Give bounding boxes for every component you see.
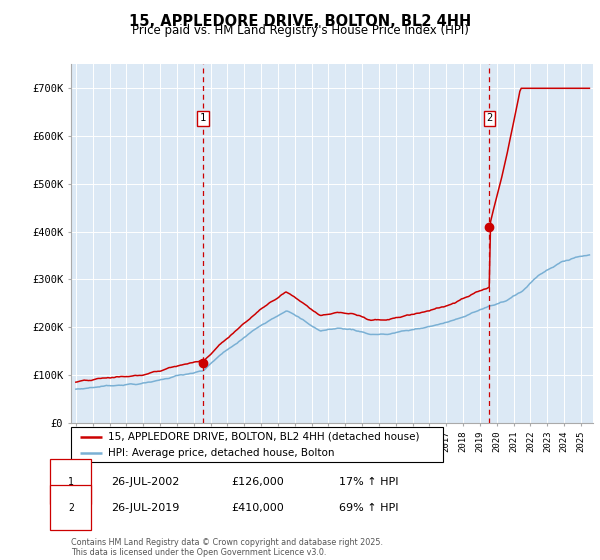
Text: £126,000: £126,000 <box>231 477 284 487</box>
Text: 2: 2 <box>486 113 493 123</box>
Text: 1: 1 <box>68 477 74 487</box>
Text: 15, APPLEDORE DRIVE, BOLTON, BL2 4HH: 15, APPLEDORE DRIVE, BOLTON, BL2 4HH <box>129 14 471 29</box>
Text: 69% ↑ HPI: 69% ↑ HPI <box>339 503 398 513</box>
Text: Contains HM Land Registry data © Crown copyright and database right 2025.
This d: Contains HM Land Registry data © Crown c… <box>71 538 383 557</box>
Text: 26-JUL-2002: 26-JUL-2002 <box>111 477 179 487</box>
Text: 15, APPLEDORE DRIVE, BOLTON, BL2 4HH (detached house): 15, APPLEDORE DRIVE, BOLTON, BL2 4HH (de… <box>108 432 419 442</box>
Text: HPI: Average price, detached house, Bolton: HPI: Average price, detached house, Bolt… <box>108 447 335 458</box>
FancyBboxPatch shape <box>71 427 443 462</box>
Text: 17% ↑ HPI: 17% ↑ HPI <box>339 477 398 487</box>
Text: 2: 2 <box>68 503 74 513</box>
Text: 26-JUL-2019: 26-JUL-2019 <box>111 503 179 513</box>
Text: £410,000: £410,000 <box>231 503 284 513</box>
Text: 1: 1 <box>200 113 206 123</box>
Text: Price paid vs. HM Land Registry's House Price Index (HPI): Price paid vs. HM Land Registry's House … <box>131 24 469 37</box>
